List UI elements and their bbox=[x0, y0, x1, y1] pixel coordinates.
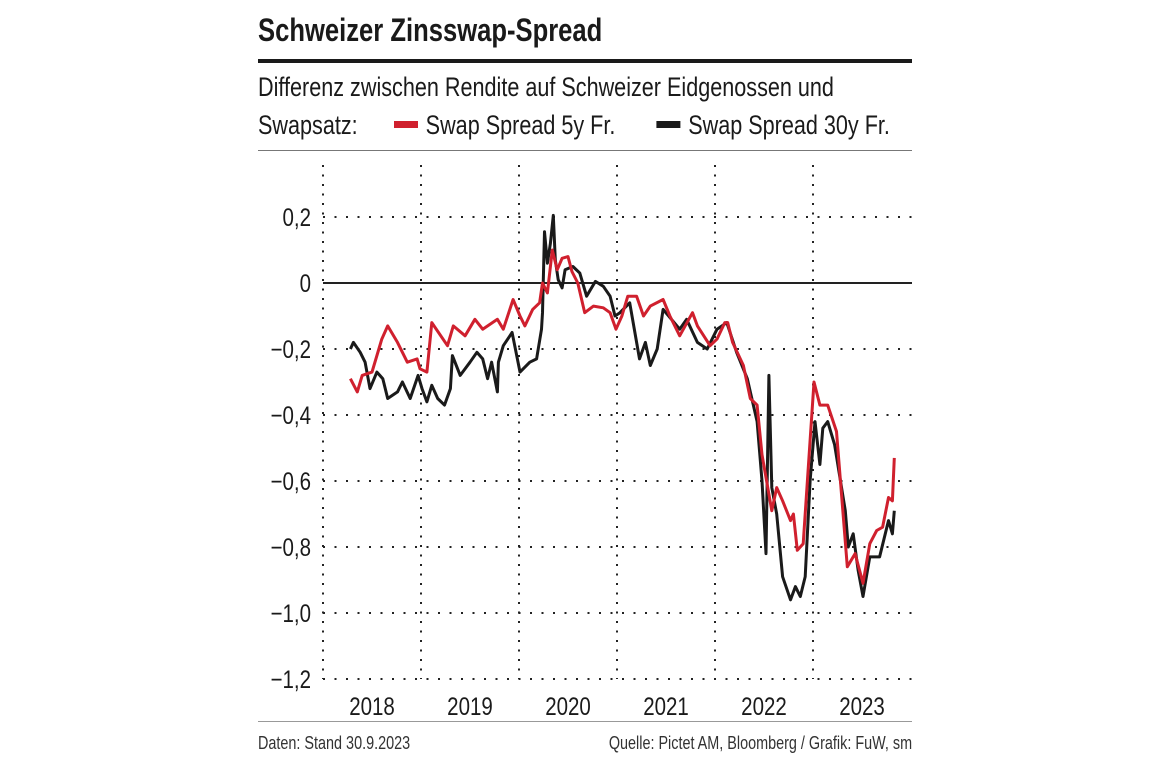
y-tick-label: 0 bbox=[300, 269, 311, 297]
series-line-30y bbox=[349, 213, 896, 602]
legend-swatch-30y bbox=[656, 121, 681, 129]
series-line-5y bbox=[349, 248, 896, 585]
x-tick-label: 2019 bbox=[447, 692, 493, 720]
x-tick-label: 2022 bbox=[741, 692, 787, 720]
chart-title: Schweizer Zinsswap-Spread bbox=[258, 12, 603, 48]
y-tick-label: −0,6 bbox=[271, 467, 311, 495]
y-tick-label: −0,4 bbox=[271, 401, 312, 429]
chart-subtitle: Differenz zwischen Rendite auf Schweizer… bbox=[258, 72, 834, 102]
title-rule bbox=[258, 59, 912, 63]
legend: Swapsatz: Swap Spread 5y Fr. Swap Spread… bbox=[258, 110, 1048, 141]
y-tick-label: −0,2 bbox=[271, 335, 311, 363]
x-tick-label: 2021 bbox=[643, 692, 689, 720]
legend-label-5y: Swap Spread 5y Fr. bbox=[425, 110, 616, 140]
y-tick-label: −1,2 bbox=[271, 665, 311, 693]
subtitle-line2: Swapsatz: bbox=[258, 110, 358, 140]
x-tick-label: 2020 bbox=[545, 692, 591, 720]
x-tick-label: 2023 bbox=[839, 692, 885, 720]
x-tick-label: 2018 bbox=[349, 692, 395, 720]
legend-swatch-5y bbox=[393, 121, 418, 129]
header-rule bbox=[258, 150, 912, 151]
y-tick-label: −1,0 bbox=[271, 599, 311, 627]
y-tick-label: −0,8 bbox=[271, 533, 311, 561]
y-tick-label: 0,2 bbox=[283, 203, 311, 231]
legend-label-30y: Swap Spread 30y Fr. bbox=[688, 110, 890, 140]
footer-date: Daten: Stand 30.9.2023 bbox=[258, 733, 411, 753]
footer-source: Quelle: Pictet AM, Bloomberg / Grafik: F… bbox=[608, 733, 912, 753]
footer-rule bbox=[258, 721, 912, 722]
